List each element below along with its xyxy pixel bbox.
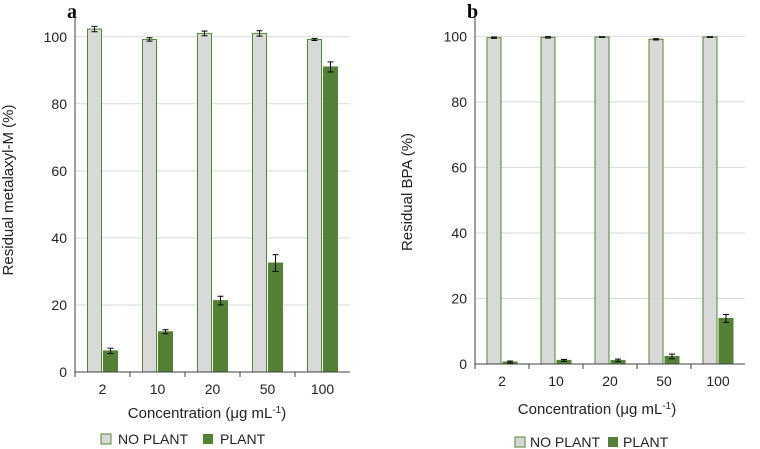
panel-a-errorbar-plant-2 <box>107 347 114 355</box>
panel-b-errorbar-plant-100 <box>723 314 729 323</box>
panel-b-axes <box>474 14 745 369</box>
panel-a-bar-no-plant-10 <box>142 38 157 373</box>
panel-b-errorbar-no-plant-20 <box>599 36 605 38</box>
panel-b-x-tick-label: 50 <box>656 373 672 389</box>
panel-a-x-tick-label: 100 <box>311 381 335 397</box>
panel-a-bar-plant-20 <box>213 300 228 373</box>
panel-b-x-ticks: 2 10 20 50 100 <box>498 373 730 389</box>
panel-a-errorbar-no-plant-2 <box>91 25 98 33</box>
legend-label-no-plant-b: NO PLANT <box>530 434 600 449</box>
panel-a-chart: a 0 20 40 60 80 100 2 10 20 50 100 Residual metal… <box>0 1 350 447</box>
legend-label-plant-b: PLANT <box>623 434 669 449</box>
panel-a-legend: NO PLANT PLANT <box>100 431 266 447</box>
panel-b-y-tick-label: 40 <box>451 225 467 241</box>
panel-a-bar-no-plant-100 <box>307 38 322 373</box>
panel-a-bar-no-plant-20 <box>197 32 212 373</box>
panel-a-errorbar-plant-10 <box>162 329 169 335</box>
panel-b-x-tick-label: 10 <box>548 373 564 389</box>
panel-a-errorbar-plant-20 <box>217 295 224 306</box>
panel-b-bar-plant-100 <box>718 317 734 365</box>
panel-b-y-tick-label: 20 <box>451 290 467 306</box>
panel-a-x-tick-label: 2 <box>99 381 107 397</box>
panel-b-x-tick-label: 2 <box>498 373 506 389</box>
panel-a-x-ticks: 2 10 20 50 100 <box>99 381 335 397</box>
panel-b-y-ticks: 0 20 40 60 80 100 <box>444 28 468 372</box>
panel-a-bar-no-plant-2 <box>87 28 102 373</box>
panel-a-bars <box>87 25 338 373</box>
panel-a-y-ticks: 0 20 40 60 80 100 <box>44 29 68 380</box>
panel-a-y-tick-label: 40 <box>51 230 67 246</box>
panel-a-x-tick-label: 50 <box>260 381 276 397</box>
panel-b-errorbar-plant-10 <box>561 358 567 362</box>
panel-b-x-tick-label: 100 <box>706 373 730 389</box>
legend-label-no-plant-a: NO PLANT <box>118 431 188 447</box>
panel-a-errorbar-plant-50 <box>272 254 279 272</box>
panel-b-errorbar-plant-50 <box>669 353 675 360</box>
panel-b-y-axis-label: Residual BPA (%) <box>399 133 416 251</box>
panel-a-y-tick-label: 0 <box>59 364 67 380</box>
panel-a-errorbar-plant-100 <box>327 61 334 73</box>
legend-swatch-plant-b <box>608 437 618 447</box>
panel-a-x-tick-label: 10 <box>150 381 166 397</box>
panel-a-errorbar-no-plant-10 <box>146 37 153 42</box>
panel-b-x-axis-label: Concentration (μg mL-1) <box>518 401 676 419</box>
panel-b-errorbar-no-plant-10 <box>545 36 551 39</box>
panel-b-errorbar-no-plant-50 <box>653 38 659 41</box>
panel-a-y-tick-label: 60 <box>51 163 67 179</box>
panel-b-gridlines <box>475 35 745 299</box>
panel-b-chart: b 0 20 40 60 80 100 2 10 20 50 100 Residual BPA (… <box>399 1 745 449</box>
panel-a-x-tick-label: 20 <box>205 381 221 397</box>
panel-b-errorbar-plant-2 <box>507 360 513 364</box>
panel-b-bar-no-plant-20 <box>594 36 610 365</box>
panel-a-y-tick-label: 80 <box>51 96 67 112</box>
panel-a-bar-no-plant-50 <box>252 32 267 373</box>
panel-a-y-tick-label: 100 <box>44 29 68 45</box>
panel-b-bar-no-plant-2 <box>486 37 502 365</box>
legend-label-plant-a: PLANT <box>220 431 266 447</box>
panel-a-errorbar-no-plant-50 <box>256 30 263 37</box>
legend-swatch-no-plant-b <box>514 436 526 448</box>
legend-swatch-no-plant-a <box>100 433 112 445</box>
panel-b-bar-no-plant-100 <box>702 36 718 365</box>
panel-b-y-tick-label: 0 <box>459 356 467 372</box>
panel-a-axes <box>74 14 350 377</box>
panel-a-bar-plant-50 <box>268 262 283 373</box>
panel-b-bar-no-plant-50 <box>648 38 664 365</box>
panel-a-errorbar-no-plant-20 <box>201 30 208 37</box>
panel-a-gridlines <box>75 36 350 306</box>
panel-a-x-axis-label: Concentration (μg mL-1) <box>128 405 286 423</box>
panel-letter-b: b <box>467 1 478 23</box>
panel-b-x-tick-label: 20 <box>602 373 618 389</box>
panel-b-legend: NO PLANT PLANT <box>514 434 669 449</box>
panel-a-y-axis-label: Residual metalaxyl-M (%) <box>0 105 17 276</box>
panel-b-errorbar-plant-20 <box>615 358 621 363</box>
legend-swatch-plant-a <box>203 434 213 444</box>
panel-b-errorbar-no-plant-100 <box>707 36 713 38</box>
panel-b-y-tick-label: 100 <box>444 28 468 44</box>
panel-b-bar-no-plant-10 <box>540 36 556 365</box>
panel-a-errorbar-no-plant-100 <box>311 37 318 41</box>
panel-b-y-tick-label: 80 <box>451 94 467 110</box>
panel-a-y-tick-label: 20 <box>51 297 67 313</box>
panel-b-bars <box>486 36 734 365</box>
panel-b-errorbar-no-plant-2 <box>491 36 497 39</box>
panel-a-bar-plant-100 <box>323 66 338 373</box>
panel-letter-a: a <box>67 1 77 23</box>
panel-a-bar-plant-10 <box>158 331 173 373</box>
panel-b-y-tick-label: 60 <box>451 159 467 175</box>
